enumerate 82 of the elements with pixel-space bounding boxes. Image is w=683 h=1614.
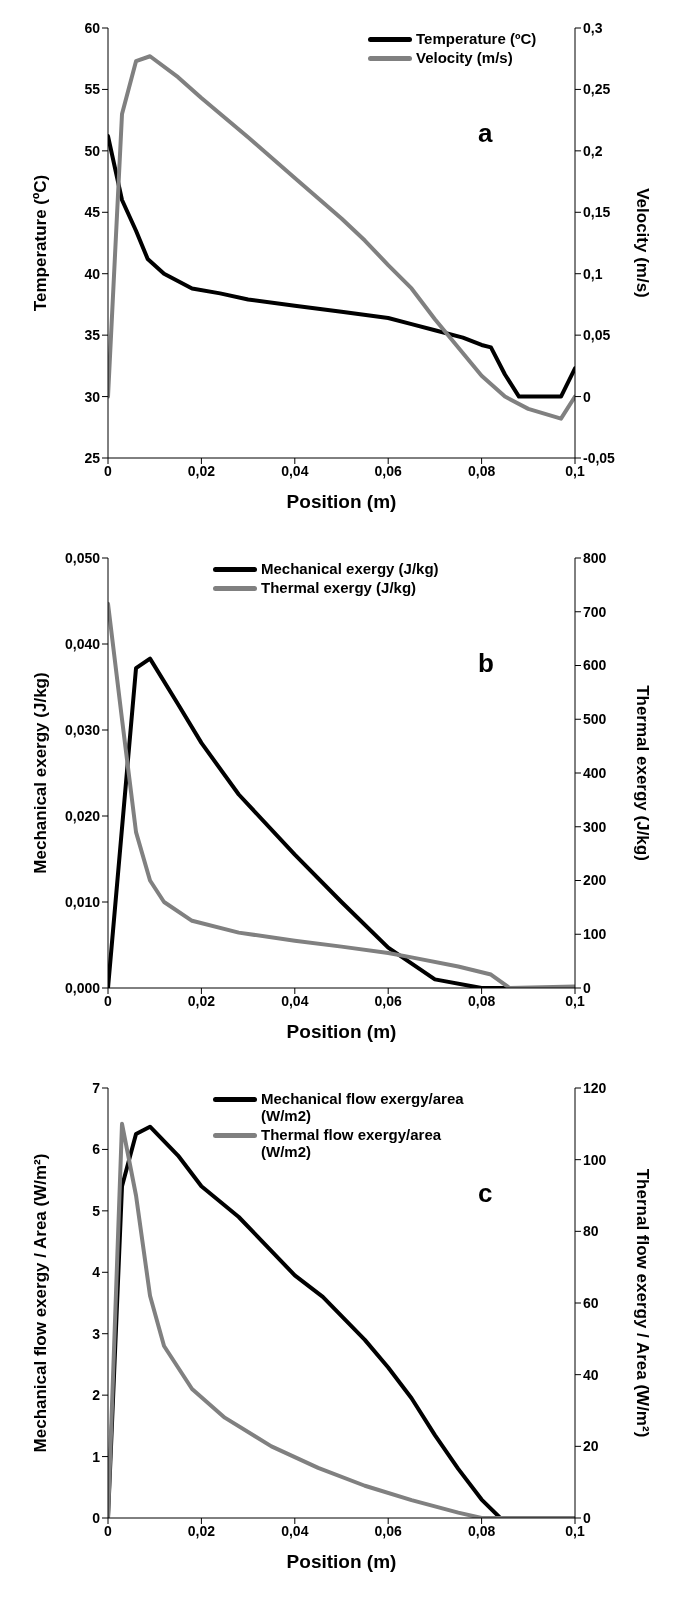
y-tick-label: 0,020 <box>64 807 101 824</box>
x-axis-title: Position (m) <box>286 491 397 512</box>
x-tick-label: 0 <box>104 1522 113 1539</box>
x-tick-label: 0,04 <box>281 992 309 1009</box>
y-tick-label: 2 <box>92 1387 101 1404</box>
y-tick-label: 40 <box>84 265 101 282</box>
y2-tick-label: 0,05 <box>583 327 611 344</box>
y-tick-label: 50 <box>84 142 101 159</box>
x-tick-label: 0,04 <box>281 462 309 479</box>
y-tick-label: 0 <box>92 1509 101 1526</box>
x-tick-label: 0,08 <box>467 462 496 479</box>
annotation: c <box>478 1178 493 1209</box>
y2-tick-label: 20 <box>583 1438 599 1455</box>
y2-tick-label: 0,2 <box>583 142 603 159</box>
y-axis-title: Mechanical flow exergy / Area (W/m²) <box>31 1153 51 1453</box>
y2-tick-label: 100 <box>583 926 607 943</box>
annotation: a <box>478 118 493 149</box>
y-tick-label: 0,000 <box>64 979 101 996</box>
x-tick-label: 0,06 <box>374 1522 403 1539</box>
y2-tick-label: 0,3 <box>583 19 603 36</box>
y2-tick-label: 120 <box>583 1079 607 1096</box>
y-tick-label: 35 <box>84 327 101 344</box>
y-axis-title: Mechanical exergy (J/kg) <box>31 672 51 874</box>
x-tick-label: 0,02 <box>187 1522 216 1539</box>
y2-tick-label: 100 <box>583 1151 607 1168</box>
y-tick-label: 25 <box>84 449 101 466</box>
y-tick-label: 1 <box>92 1448 101 1465</box>
y-tick-label: 0,050 <box>64 549 101 566</box>
y2-tick-label: 0 <box>583 1509 591 1526</box>
x-tick-label: 0,1 <box>565 992 585 1009</box>
y-tick-label: 0,030 <box>64 721 101 738</box>
y-tick-label: 3 <box>92 1325 101 1342</box>
y-tick-label: 4 <box>92 1264 101 1281</box>
x-tick-label: 0,1 <box>565 1522 585 1539</box>
y2-tick-label: 600 <box>583 657 607 674</box>
y2-tick-label: 40 <box>583 1366 599 1383</box>
x-tick-label: 0,1 <box>565 462 585 479</box>
y2-tick-label: 80 <box>583 1223 599 1240</box>
x-tick-label: 0,08 <box>467 1522 496 1539</box>
y-tick-label: 30 <box>84 388 101 405</box>
y2-tick-label: 60 <box>583 1294 599 1311</box>
y-tick-label: 7 <box>92 1079 101 1096</box>
x-tick-label: 0,06 <box>374 462 403 479</box>
y2-axis-title: Velocity (m/s) <box>632 188 652 298</box>
y-tick-label: 5 <box>92 1202 101 1219</box>
y2-tick-label: 700 <box>583 603 607 620</box>
y-tick-label: 45 <box>84 204 101 221</box>
x-tick-label: 0 <box>104 462 113 479</box>
y2-axis-title: Thermal exergy (J/kg) <box>632 685 652 861</box>
y2-tick-label: 0,25 <box>583 81 611 98</box>
legend-label: Velocity (m/s) <box>416 49 513 66</box>
y-tick-label: 0,010 <box>64 893 101 910</box>
y2-axis-title: Thernal flow exergy / Area (W/m²) <box>632 1168 652 1438</box>
x-axis-title: Position (m) <box>286 1551 397 1572</box>
x-axis-title: Position (m) <box>286 1021 397 1042</box>
legend-label: Thermal exergy (J/kg) <box>261 579 417 596</box>
y2-tick-label: 300 <box>583 818 607 835</box>
y2-tick-label: 0,15 <box>583 204 611 221</box>
y2-tick-label: -0,05 <box>583 449 616 466</box>
x-tick-label: 0,02 <box>187 462 216 479</box>
y-axis-title: Temperature (ºC) <box>31 174 51 312</box>
y-tick-label: 6 <box>92 1141 101 1158</box>
legend-label: Mechanical exergy (J/kg) <box>261 560 439 577</box>
y2-tick-label: 200 <box>583 872 607 889</box>
x-tick-label: 0,06 <box>374 992 403 1009</box>
y2-tick-label: 0,1 <box>583 265 603 282</box>
legend-label: Mechanical flow exergy/area (W/m2) <box>261 1090 465 1124</box>
x-tick-label: 0,04 <box>281 1522 309 1539</box>
y-tick-label: 55 <box>84 81 101 98</box>
y2-tick-label: 400 <box>583 764 607 781</box>
legend-label: Thermal flow exergy/area (W/m2) <box>261 1126 443 1160</box>
y-tick-label: 0,040 <box>64 635 101 652</box>
x-tick-label: 0 <box>104 992 113 1009</box>
x-tick-label: 0,08 <box>467 992 496 1009</box>
x-tick-label: 0,02 <box>187 992 216 1009</box>
y2-tick-label: 800 <box>583 549 607 566</box>
legend-label: Temperature (ºC) <box>416 30 537 47</box>
y-tick-label: 60 <box>84 19 101 36</box>
y2-tick-label: 500 <box>583 711 607 728</box>
y2-tick-label: 0 <box>583 979 591 996</box>
y2-tick-label: 0 <box>583 388 591 405</box>
annotation: b <box>478 648 494 679</box>
